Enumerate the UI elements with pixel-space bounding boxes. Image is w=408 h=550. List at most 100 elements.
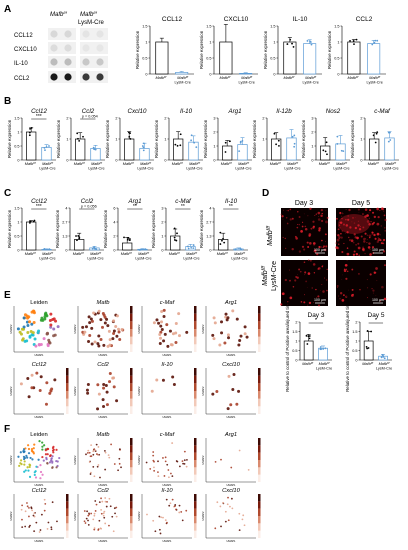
fluorescence-signal (355, 244, 357, 246)
umap-cell (98, 453, 101, 456)
fluorescence-signal (353, 222, 356, 224)
fluorescence-signal (325, 210, 327, 212)
umap-cell (24, 469, 27, 472)
umap-cell (87, 519, 89, 522)
umap-title: Il-10 (161, 488, 173, 494)
umap-cell (220, 525, 222, 528)
x-label-ctrl: Mafbf/f (121, 251, 133, 256)
colorbar-segment (258, 501, 261, 509)
fluorescence-signal (366, 279, 368, 281)
umap-cell (39, 470, 43, 474)
fluorescence-signal (359, 289, 361, 291)
umap-cell (43, 498, 46, 501)
colorbar-segment (194, 438, 197, 446)
colorbar-segment (194, 508, 197, 516)
bar-control (347, 41, 361, 75)
colorbar-segment (130, 516, 133, 524)
y-axis-label: Relative to control of Positive area/inj… (285, 290, 290, 392)
umap-cell (112, 329, 116, 333)
colorbar-segment (258, 313, 261, 322)
bar-chart: 0 0.5 1 1.5 2 Day 5 Relative to control of Pos… (345, 290, 392, 392)
umap-cell (174, 322, 178, 326)
umap-cell (108, 456, 111, 459)
umap-cell (162, 308, 166, 312)
fluorescence-signal (321, 283, 323, 285)
umap-cell (112, 530, 115, 533)
data-point (367, 347, 370, 349)
data-point (77, 235, 80, 237)
data-point (387, 140, 390, 143)
umap-cell (166, 521, 168, 524)
umap-cell (159, 330, 163, 334)
umap-plot: Arg1 UMAP1 UMAP2 (201, 300, 261, 357)
umap-cell (163, 475, 166, 477)
y-tick-label: 4 (113, 220, 115, 224)
umap-cell (19, 451, 22, 454)
fluorescence-signal (376, 222, 380, 226)
x-label-ctrl: Mafbf/f (302, 361, 314, 366)
umap-cell (87, 524, 90, 526)
umap-cell (41, 445, 44, 448)
umap-cell (113, 463, 116, 465)
x-label-ko-sup: f/f (148, 161, 152, 165)
umap-cell (28, 464, 32, 467)
umap-cell (46, 461, 49, 465)
bar-chart: 0 0.5 1 1.5 Ccl12 Relative expression *** Mafbf… (7, 198, 56, 261)
umap-cell (104, 384, 108, 388)
fluorescence-signal (371, 288, 373, 290)
sig-stars: *** (36, 204, 42, 210)
data-point (128, 135, 131, 138)
fluorescence-signal (321, 212, 323, 215)
umap-y-label: UMAP2 (201, 324, 205, 333)
umap-cell (49, 389, 53, 393)
data-point (190, 139, 193, 142)
sig-stars: * (315, 318, 317, 324)
umap-cell (54, 319, 58, 323)
fluorescence-signal (325, 279, 328, 281)
umap-cell (42, 459, 45, 462)
umap-cell (230, 497, 233, 500)
umap-cell (107, 329, 111, 333)
umap-cell (86, 452, 89, 454)
umap-cell (36, 331, 40, 335)
umap-cell (220, 458, 222, 461)
colorbar-segment (194, 398, 197, 407)
umap-cell (88, 333, 92, 337)
fluorescence-signal (309, 259, 312, 262)
fluorescence-signal (338, 224, 341, 227)
umap-cell (212, 316, 216, 320)
colorbar-segment (258, 445, 261, 453)
umap-cell (90, 512, 93, 515)
y-tick-label: 1 (17, 220, 19, 224)
fluorescence-signal (341, 230, 344, 232)
umap-cell (37, 458, 40, 461)
umap-cell (155, 378, 159, 382)
fluorescence-signal (297, 224, 299, 226)
x-label-ko-2: LysM-Cre (382, 167, 398, 171)
data-point (309, 41, 312, 43)
y-tick-label: 0 (164, 158, 166, 162)
blot-spot (64, 73, 72, 81)
y-tick-label: 1.5 (334, 24, 339, 28)
umap-cell (32, 321, 36, 325)
x-label-ko: Mafbf/f (369, 75, 381, 80)
x-label-ko-sup: f/f (387, 361, 391, 365)
umap-cell (104, 497, 107, 499)
umap-cell (176, 460, 179, 463)
umap-cell (115, 506, 118, 509)
data-point (29, 127, 31, 130)
fluorescence-signal (345, 295, 348, 298)
x-label-ctrl: Mafbf/f (25, 251, 37, 256)
fluorescence-signal (346, 231, 349, 234)
x-label-ctrl-sup: f/f (278, 161, 282, 165)
umap-plot: Arg1 UMAP1 UMAP2 (201, 432, 261, 487)
colorbar-segment (130, 329, 133, 337)
umap-cell (213, 321, 217, 325)
umap-cell (229, 403, 233, 407)
umap-cell (89, 473, 92, 475)
umap-cell (152, 454, 155, 457)
umap-title: Arg1 (224, 432, 237, 438)
fluorescence-signal (369, 273, 372, 276)
bar-control (369, 138, 380, 161)
p-value: p = 0.054 (82, 115, 98, 119)
